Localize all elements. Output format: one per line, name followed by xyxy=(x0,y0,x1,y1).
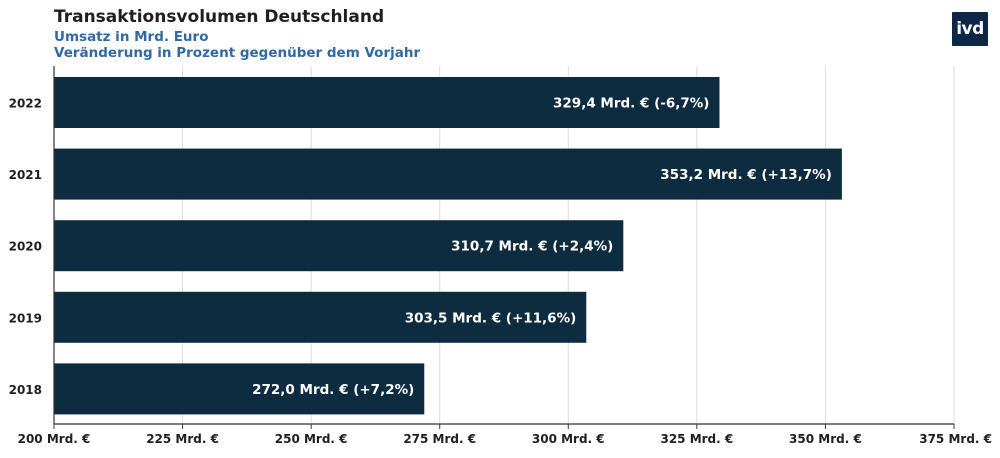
bar xyxy=(54,291,587,343)
data-label: 310,7 Mrd. € (+2,4%) xyxy=(451,239,613,255)
x-tick-label: 350 Mrd. € xyxy=(789,432,862,446)
y-tick-label: 2021 xyxy=(9,168,42,182)
x-tick-label: 250 Mrd. € xyxy=(275,432,348,446)
x-tick-label: 275 Mrd. € xyxy=(403,432,476,446)
chart-subtitle-change: Veränderung in Prozent gegenüber dem Vor… xyxy=(54,45,421,61)
chart-subtitle-unit: Umsatz in Mrd. Euro xyxy=(54,29,209,45)
x-tick-label: 325 Mrd. € xyxy=(660,432,733,446)
data-label: 329,4 Mrd. € (-6,7%) xyxy=(553,96,709,112)
y-tick-label: 2019 xyxy=(9,311,42,325)
y-tick-label: 2020 xyxy=(9,240,42,254)
data-label: 303,5 Mrd. € (+11,6%) xyxy=(405,310,577,326)
bar xyxy=(54,363,425,415)
bar xyxy=(54,220,624,272)
data-label: 272,0 Mrd. € (+7,2%) xyxy=(252,382,414,398)
x-tick-label: 225 Mrd. € xyxy=(146,432,219,446)
bar xyxy=(54,148,842,200)
bar xyxy=(54,77,720,128)
ivd-logo: ivd xyxy=(952,12,988,46)
y-tick-label: 2022 xyxy=(9,97,42,111)
chart-title: Transaktionsvolumen Deutschland xyxy=(54,7,385,27)
x-tick-label: 200 Mrd. € xyxy=(18,432,91,446)
x-tick-label: 300 Mrd. € xyxy=(532,432,605,446)
y-tick-label: 2018 xyxy=(9,383,42,397)
x-tick-label: 375 Mrd. € xyxy=(919,432,992,446)
data-label: 353,2 Mrd. € (+13,7%) xyxy=(660,167,832,183)
